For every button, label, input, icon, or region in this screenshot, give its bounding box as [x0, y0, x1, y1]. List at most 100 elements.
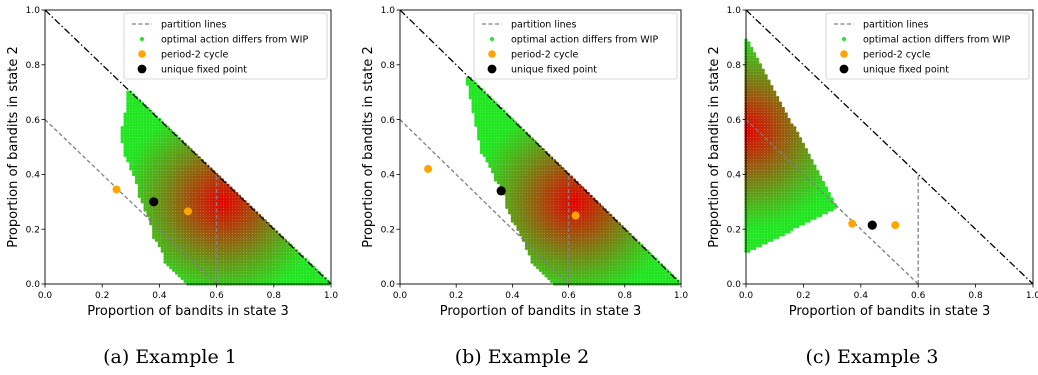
- region-point: [129, 148, 133, 152]
- region-point: [547, 213, 551, 218]
- region-point: [192, 170, 196, 174]
- region-point: [558, 178, 562, 182]
- region-point: [192, 202, 196, 207]
- region-point: [752, 112, 757, 116]
- region-point: [595, 211, 599, 215]
- region-point: [530, 219, 534, 223]
- region-point: [249, 233, 253, 237]
- region-point: [552, 238, 557, 242]
- region-point: [750, 205, 754, 209]
- region-point: [761, 208, 765, 212]
- region-point: [160, 131, 164, 135]
- region-point: [510, 219, 515, 223]
- region-point: [283, 276, 287, 281]
- region-point: [524, 186, 529, 190]
- region-point: [252, 265, 256, 270]
- region-point: [620, 238, 624, 242]
- region-point: [485, 159, 489, 163]
- region-point: [163, 243, 167, 248]
- region-point: [750, 235, 754, 240]
- region-point: [223, 276, 227, 281]
- region-point: [166, 252, 170, 256]
- region-point: [183, 200, 187, 204]
- region-point: [240, 202, 244, 207]
- region-point: [295, 279, 299, 283]
- region-point: [755, 60, 760, 64]
- region-point: [223, 233, 227, 237]
- region-point: [505, 161, 509, 166]
- region-point: [174, 208, 179, 212]
- region-point: [761, 109, 765, 114]
- region-point: [555, 254, 560, 259]
- region-point: [146, 175, 150, 179]
- region-point: [634, 279, 638, 283]
- region-point: [521, 145, 526, 149]
- region-point: [544, 265, 548, 270]
- region-point: [252, 216, 256, 220]
- region-point: [180, 186, 184, 190]
- region-point: [516, 164, 520, 168]
- region-point: [578, 208, 582, 212]
- region-point: [154, 150, 159, 155]
- region-point: [496, 137, 501, 141]
- region-point: [283, 252, 287, 256]
- region-point: [275, 271, 279, 275]
- region-point: [166, 145, 170, 149]
- region-point: [510, 200, 515, 204]
- region-point: [662, 276, 666, 281]
- region-point: [589, 249, 593, 253]
- region-point: [552, 213, 557, 218]
- region-point: [606, 246, 610, 251]
- region-point: [277, 260, 282, 264]
- region-point: [169, 252, 173, 256]
- region-point: [625, 268, 630, 272]
- region-point: [200, 227, 204, 231]
- region-point: [513, 137, 517, 141]
- region-point: [166, 246, 170, 251]
- region-point: [640, 249, 644, 253]
- y-tick-label: 1.0: [26, 6, 41, 16]
- region-point: [758, 197, 763, 201]
- region-point: [491, 137, 495, 141]
- region-point: [272, 260, 276, 264]
- region-point: [169, 246, 173, 251]
- region-point: [750, 65, 754, 70]
- region-point: [547, 249, 551, 253]
- region-point: [625, 257, 630, 261]
- region-point: [555, 202, 560, 207]
- region-point: [527, 246, 531, 251]
- region-point: [237, 200, 242, 204]
- region-point: [550, 241, 554, 245]
- region-point: [575, 186, 579, 190]
- region-point: [544, 164, 548, 168]
- region-points: [120, 90, 330, 286]
- region-point: [306, 268, 310, 272]
- region-point: [160, 224, 164, 229]
- region-point: [129, 115, 133, 119]
- region-point: [163, 222, 167, 226]
- region-point: [569, 274, 574, 278]
- region-point: [510, 137, 515, 141]
- region-point: [521, 202, 526, 207]
- region-point: [496, 123, 501, 127]
- region-point: [527, 170, 531, 174]
- region-point: [217, 216, 222, 220]
- region-point: [592, 268, 596, 272]
- region-point: [206, 170, 210, 174]
- region-point: [174, 142, 179, 146]
- region-point: [200, 243, 204, 248]
- region-point: [183, 243, 187, 248]
- region-point: [157, 189, 162, 193]
- region-point: [502, 172, 506, 177]
- region-point: [192, 167, 196, 171]
- x-tick-label: 0.2: [95, 291, 109, 301]
- region-point: [552, 241, 557, 245]
- region-point: [257, 279, 262, 283]
- region-point: [530, 208, 534, 212]
- region-point: [747, 115, 751, 119]
- region-point: [129, 159, 133, 163]
- region-point: [203, 194, 207, 198]
- region-point: [200, 235, 204, 240]
- region-point: [491, 148, 495, 152]
- region-point: [146, 213, 150, 218]
